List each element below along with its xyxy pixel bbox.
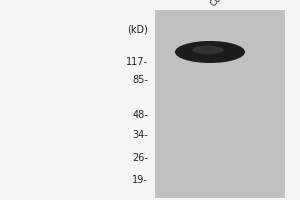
Bar [155, 10, 285, 198]
Ellipse shape [175, 41, 245, 63]
Ellipse shape [192, 46, 224, 54]
Text: 48-: 48- [132, 110, 148, 120]
Text: 85-: 85- [132, 75, 148, 85]
Text: 34-: 34- [132, 130, 148, 140]
Text: C0L0205: C0L0205 [208, 0, 243, 8]
Text: 117-: 117- [126, 57, 148, 67]
Text: 26-: 26- [132, 153, 148, 163]
Text: 19-: 19- [132, 175, 148, 185]
Text: (kD): (kD) [127, 25, 148, 35]
